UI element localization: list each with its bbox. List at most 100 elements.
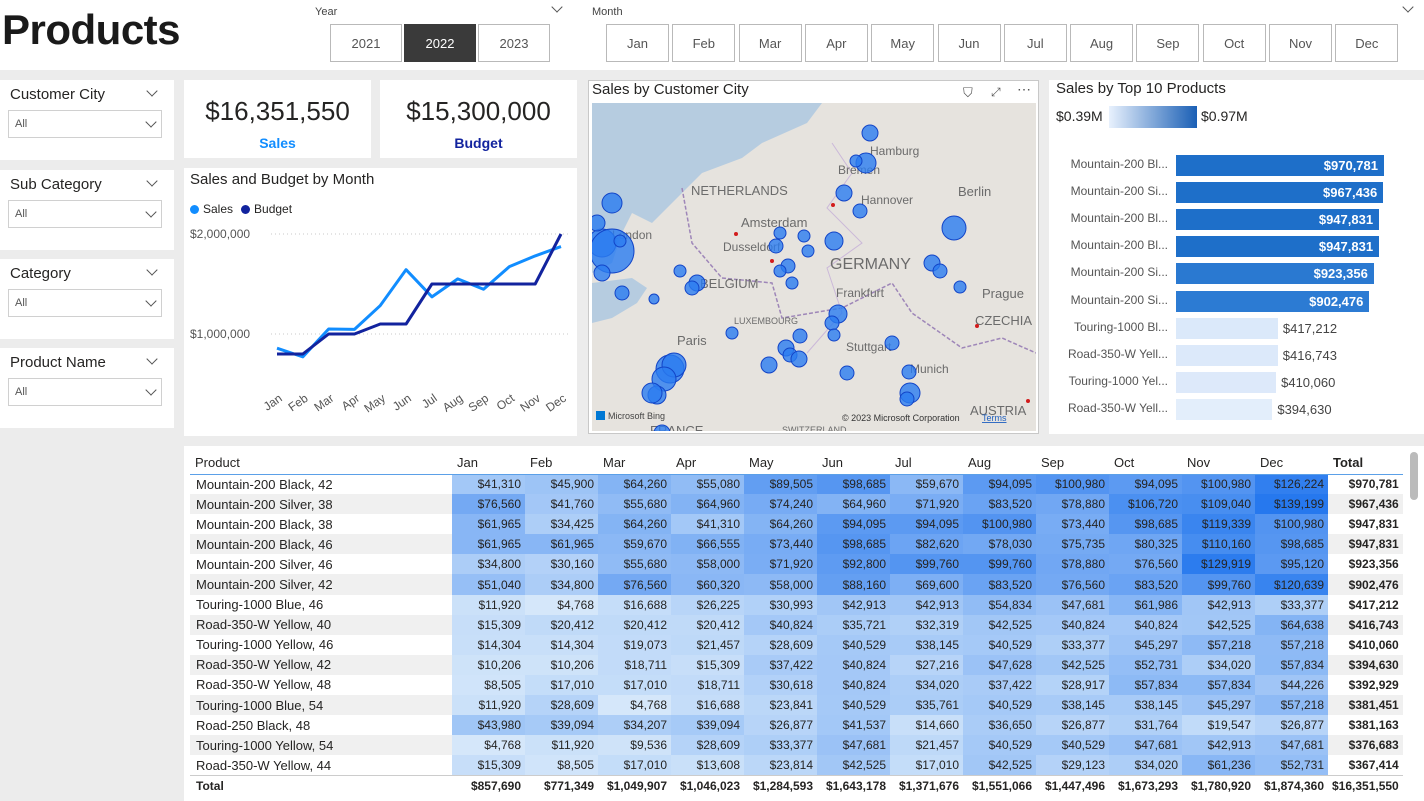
city-bubble[interactable] <box>792 328 808 344</box>
month-button-jul[interactable]: Jul <box>1003 24 1067 62</box>
city-bubble[interactable] <box>768 238 784 254</box>
sales-cell: $45,297 <box>1182 695 1255 716</box>
bar[interactable] <box>1176 398 1273 420</box>
sales-by-city-map[interactable]: Sales by Customer City ⛉ ⤢ ⋯ HamburgBrem… <box>588 80 1039 434</box>
city-bubble[interactable] <box>593 264 611 282</box>
bar[interactable] <box>1176 317 1278 339</box>
column-header[interactable]: Oct <box>1109 452 1182 475</box>
year-button-2021[interactable]: 2021 <box>330 24 402 62</box>
city-bubble[interactable] <box>941 215 967 241</box>
city-bubble[interactable] <box>827 328 841 342</box>
city-bubble[interactable] <box>824 231 844 251</box>
column-header[interactable]: Dec <box>1255 452 1328 475</box>
city-bubble[interactable] <box>653 424 671 431</box>
bar[interactable] <box>1176 155 1384 176</box>
slicer-dropdown[interactable]: All <box>8 200 162 228</box>
city-bubble[interactable] <box>648 293 660 305</box>
year-button-2022[interactable]: 2022 <box>404 24 476 62</box>
dropdown-chevron-icon[interactable] <box>145 384 157 396</box>
map-canvas[interactable]: HamburgBremenNETHERLANDSHannoverBerlinAm… <box>592 103 1036 431</box>
city-bubble[interactable] <box>849 154 863 168</box>
bar[interactable] <box>1176 263 1374 285</box>
map-terms-link[interactable]: Terms <box>982 413 1007 423</box>
year-button-2023[interactable]: 2023 <box>478 24 550 62</box>
sales-cell: $34,020 <box>1109 755 1182 776</box>
city-bubble[interactable] <box>953 280 967 294</box>
city-bubble[interactable] <box>932 263 948 279</box>
focus-mode-icon[interactable]: ⤢ <box>991 85 1001 99</box>
slicer-chevron-icon[interactable] <box>146 175 158 187</box>
city-bubble[interactable] <box>861 124 879 142</box>
city-bubble[interactable] <box>797 229 811 243</box>
bar[interactable] <box>1176 290 1370 312</box>
month-button-jan[interactable]: Jan <box>606 24 669 62</box>
column-header[interactable]: Jun <box>817 452 890 475</box>
column-header[interactable]: Sep <box>1036 452 1109 475</box>
city-bubble[interactable] <box>899 391 915 407</box>
column-header[interactable]: Jul <box>890 452 963 475</box>
month-button-mar[interactable]: Mar <box>738 24 802 62</box>
bar[interactable] <box>1176 182 1384 204</box>
column-header[interactable]: Jan <box>452 452 525 475</box>
column-header[interactable]: Nov <box>1182 452 1255 475</box>
slicer-dropdown[interactable]: All <box>8 378 162 406</box>
column-header[interactable]: Aug <box>963 452 1036 475</box>
city-bubble[interactable] <box>673 264 687 278</box>
city-bubble[interactable] <box>592 214 606 232</box>
series-line-sales[interactable] <box>276 245 562 359</box>
bar[interactable] <box>1176 236 1380 258</box>
month-button-aug[interactable]: Aug <box>1070 24 1134 62</box>
city-bubble[interactable] <box>601 192 623 214</box>
sales-budget-line-chart[interactable]: Sales and Budget by Month Sales Budget $… <box>184 168 577 436</box>
city-bubble[interactable] <box>760 356 778 374</box>
month-button-may[interactable]: May <box>871 24 935 62</box>
bar[interactable] <box>1176 209 1380 231</box>
city-bubble[interactable] <box>641 382 663 404</box>
bar[interactable] <box>1176 344 1278 366</box>
city-bubble[interactable] <box>614 285 630 301</box>
slicer-chevron-icon[interactable] <box>146 264 158 276</box>
city-bubble[interactable] <box>773 264 787 278</box>
city-bubble[interactable] <box>613 234 627 248</box>
bar[interactable] <box>1176 371 1277 393</box>
dropdown-chevron-icon[interactable] <box>145 116 157 128</box>
matrix-scrollbar[interactable] <box>1410 452 1418 500</box>
city-bubble[interactable] <box>773 226 787 240</box>
dropdown-chevron-icon[interactable] <box>145 206 157 218</box>
month-button-oct[interactable]: Oct <box>1202 24 1266 62</box>
filter-icon[interactable]: ⛉ <box>963 85 973 100</box>
slicer-chevron-icon[interactable] <box>146 85 158 97</box>
column-header[interactable]: Total <box>1328 452 1403 475</box>
city-bubble[interactable] <box>835 184 853 202</box>
city-bubble[interactable] <box>884 335 900 351</box>
series-line-budget[interactable] <box>277 233 563 356</box>
city-bubble[interactable] <box>785 276 799 290</box>
slicer-chevron-icon[interactable] <box>146 353 158 365</box>
product-month-matrix[interactable]: Product Jan Feb Mar Apr May Jun Jul Aug Sep Oct Nov… <box>184 446 1424 801</box>
month-button-sep[interactable]: Sep <box>1136 24 1200 62</box>
city-bubble[interactable] <box>725 326 739 340</box>
city-bubble[interactable] <box>839 365 855 381</box>
month-button-nov[interactable]: Nov <box>1269 24 1332 62</box>
column-header[interactable]: Product <box>190 452 452 475</box>
slicer-dropdown[interactable]: All <box>8 110 162 138</box>
city-bubble[interactable] <box>852 203 868 219</box>
sales-cell: $42,525 <box>1036 654 1109 675</box>
column-header[interactable]: Apr <box>671 452 744 475</box>
month-button-apr[interactable]: Apr <box>804 24 868 62</box>
column-header[interactable]: Mar <box>598 452 671 475</box>
more-options-icon[interactable]: ⋯ <box>1017 81 1031 97</box>
column-header[interactable]: Feb <box>525 452 598 475</box>
city-bubble[interactable] <box>790 350 808 368</box>
map-place-label: Amsterdam <box>741 215 807 230</box>
month-button-dec[interactable]: Dec <box>1335 24 1399 62</box>
city-bubble[interactable] <box>901 364 917 380</box>
month-button-feb[interactable]: Feb <box>672 24 736 62</box>
slicer-dropdown[interactable]: All <box>8 289 162 317</box>
month-button-jun[interactable]: Jun <box>937 24 1001 62</box>
city-bubble[interactable] <box>824 315 840 331</box>
city-bubble[interactable] <box>801 244 815 258</box>
city-bubble[interactable] <box>684 280 700 296</box>
dropdown-chevron-icon[interactable] <box>145 295 157 307</box>
column-header[interactable]: May <box>744 452 817 475</box>
